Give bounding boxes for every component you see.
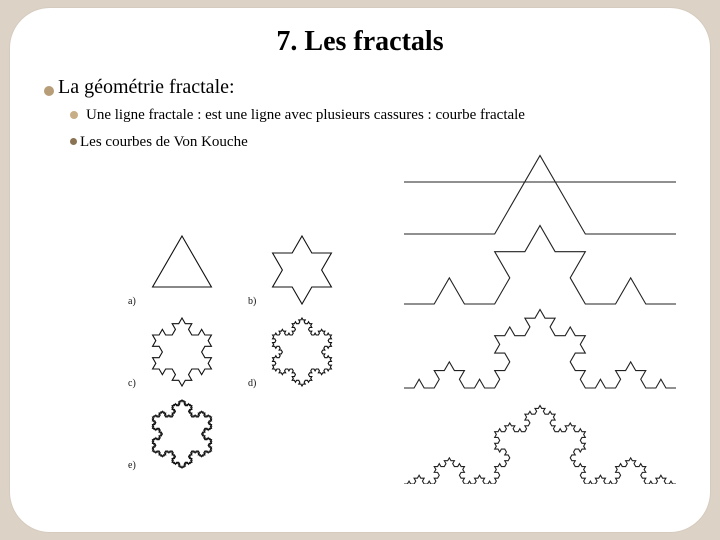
heading-row: La géométrie fractale: bbox=[10, 58, 710, 99]
sub-bullet-2-text: Les courbes de Von Kouche bbox=[80, 134, 248, 151]
bullet-icon bbox=[44, 86, 54, 96]
svg-text:e): e) bbox=[128, 460, 136, 471]
svg-text:d): d) bbox=[248, 378, 256, 389]
heading-text: La géométrie fractale: bbox=[58, 76, 235, 99]
svg-text:c): c) bbox=[128, 378, 136, 389]
slide-title: 7. Les fractals bbox=[10, 8, 710, 58]
svg-text:a): a) bbox=[128, 296, 136, 307]
bullet-icon bbox=[70, 111, 78, 119]
sub-bullet-1: Une ligne fractale : est une ligne avec … bbox=[10, 99, 710, 124]
koch-snowflake-figure: a) b) c) d) e) bbox=[118, 230, 366, 476]
sub-bullet-1-text: Une ligne fractale : est une ligne avec … bbox=[86, 107, 525, 124]
bullet-icon bbox=[70, 138, 77, 145]
slide-card: 7. Les fractals La géométrie fractale: U… bbox=[10, 8, 710, 532]
koch-curve-figure bbox=[390, 144, 690, 484]
svg-text:b): b) bbox=[248, 296, 256, 307]
